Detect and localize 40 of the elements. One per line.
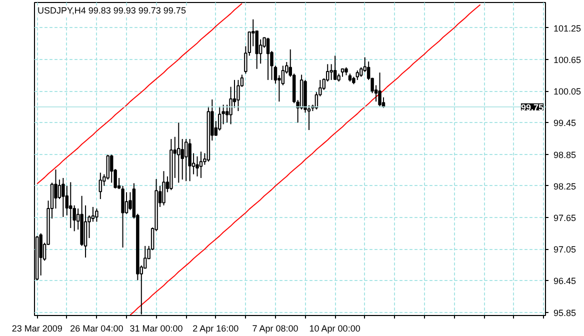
candlestick bbox=[69, 182, 72, 229]
candlestick bbox=[330, 64, 333, 80]
x-tick-label: 7 Apr 08:00 bbox=[252, 324, 298, 334]
line-series bbox=[36, 3, 242, 184]
candlestick bbox=[124, 192, 128, 214]
y-tick-label: 100.05 bbox=[554, 86, 582, 97]
ref-line-label: 99.75 bbox=[520, 102, 544, 112]
candlestick bbox=[62, 177, 65, 218]
y-tick-label: 99.45 bbox=[554, 118, 576, 128]
chart-title: USDJPY,H4 99.83 99.93 99.73 99.75 bbox=[38, 6, 186, 16]
candlestick bbox=[184, 138, 188, 182]
candlestick bbox=[98, 172, 102, 200]
candlestick bbox=[106, 154, 110, 180]
candlestick bbox=[266, 37, 270, 80]
x-tick-label: 23 Mar 2009 bbox=[12, 324, 62, 334]
candlestick bbox=[333, 55, 337, 80]
y-tick-label: 100.65 bbox=[554, 54, 582, 65]
candlestick bbox=[378, 72, 382, 107]
x-tick-label: 2 Apr 16:00 bbox=[192, 324, 239, 334]
y-tick-label: 98.85 bbox=[554, 150, 576, 160]
y-tick-label: 96.45 bbox=[554, 276, 576, 286]
candlestick bbox=[188, 138, 192, 182]
candlestick bbox=[121, 185, 124, 248]
candlestick bbox=[196, 156, 199, 177]
y-tick-label: 101.25 bbox=[554, 23, 582, 34]
x-tick-label: 31 Mar 00:00 bbox=[130, 324, 183, 334]
candlestick bbox=[177, 122, 180, 184]
y-tick-label: 97.65 bbox=[554, 212, 576, 223]
x-tick-label: 26 Mar 04:00 bbox=[70, 324, 124, 334]
candlestick bbox=[199, 151, 203, 178]
candlestick bbox=[39, 232, 42, 276]
candlestick bbox=[281, 65, 285, 86]
y-tick-label: 97.05 bbox=[554, 244, 576, 255]
candlestick bbox=[356, 70, 360, 80]
y-tick-label: 98.25 bbox=[554, 181, 576, 192]
candlestick bbox=[54, 169, 58, 210]
x-tick-label: 10 Apr 00:00 bbox=[309, 324, 360, 334]
candlestick bbox=[95, 208, 98, 222]
y-tick-label: 95.85 bbox=[554, 308, 576, 318]
candlestick bbox=[162, 170, 166, 206]
